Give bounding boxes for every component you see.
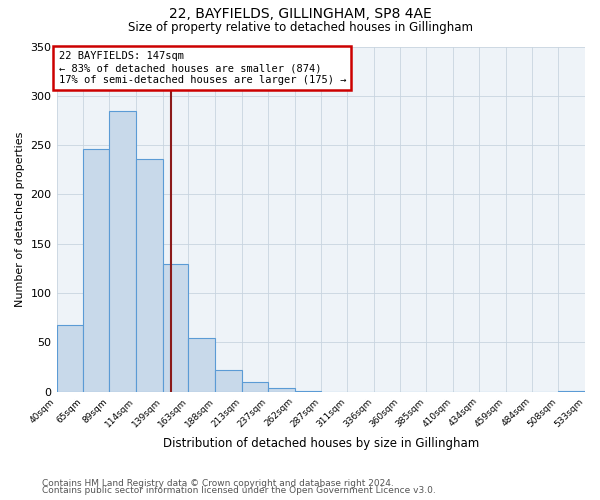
Text: 22 BAYFIELDS: 147sqm
← 83% of detached houses are smaller (874)
17% of semi-deta: 22 BAYFIELDS: 147sqm ← 83% of detached h…: [59, 52, 346, 84]
Bar: [242, 382, 268, 392]
Bar: [163, 264, 188, 392]
X-axis label: Distribution of detached houses by size in Gillingham: Distribution of detached houses by size …: [163, 437, 479, 450]
Bar: [56, 324, 83, 392]
Bar: [215, 370, 242, 392]
Bar: [558, 390, 585, 392]
Text: Contains HM Land Registry data © Crown copyright and database right 2024.: Contains HM Land Registry data © Crown c…: [42, 478, 394, 488]
Bar: [109, 110, 136, 392]
Bar: [268, 388, 295, 392]
Text: Contains public sector information licensed under the Open Government Licence v3: Contains public sector information licen…: [42, 486, 436, 495]
Bar: [83, 149, 109, 392]
Bar: [295, 390, 322, 392]
Y-axis label: Number of detached properties: Number of detached properties: [15, 132, 25, 307]
Text: Size of property relative to detached houses in Gillingham: Size of property relative to detached ho…: [128, 21, 473, 34]
Text: 22, BAYFIELDS, GILLINGHAM, SP8 4AE: 22, BAYFIELDS, GILLINGHAM, SP8 4AE: [169, 8, 431, 22]
Bar: [188, 338, 215, 392]
Bar: [136, 159, 163, 392]
